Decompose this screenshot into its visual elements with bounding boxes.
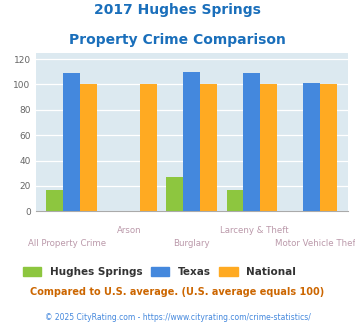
Text: 2017 Hughes Springs: 2017 Hughes Springs: [94, 3, 261, 17]
Text: Compared to U.S. average. (U.S. average equals 100): Compared to U.S. average. (U.S. average …: [31, 287, 324, 297]
Bar: [244, 73, 260, 211]
Text: All Property Crime: All Property Crime: [28, 239, 106, 248]
Bar: [320, 84, 337, 211]
Bar: [200, 84, 217, 211]
Text: Property Crime Comparison: Property Crime Comparison: [69, 33, 286, 47]
Text: Burglary: Burglary: [173, 239, 210, 248]
Bar: [80, 84, 97, 211]
Text: Motor Vehicle Theft: Motor Vehicle Theft: [275, 239, 355, 248]
Bar: [63, 73, 80, 211]
Bar: [304, 83, 320, 211]
Text: © 2025 CityRating.com - https://www.cityrating.com/crime-statistics/: © 2025 CityRating.com - https://www.city…: [45, 313, 310, 322]
Bar: [166, 177, 183, 211]
Bar: [226, 190, 244, 211]
Bar: [183, 72, 200, 211]
Legend: Hughes Springs, Texas, National: Hughes Springs, Texas, National: [20, 264, 299, 280]
Bar: [140, 84, 157, 211]
Bar: [46, 190, 63, 211]
Bar: [260, 84, 277, 211]
Text: Larceny & Theft: Larceny & Theft: [220, 226, 289, 235]
Text: Arson: Arson: [117, 226, 142, 235]
